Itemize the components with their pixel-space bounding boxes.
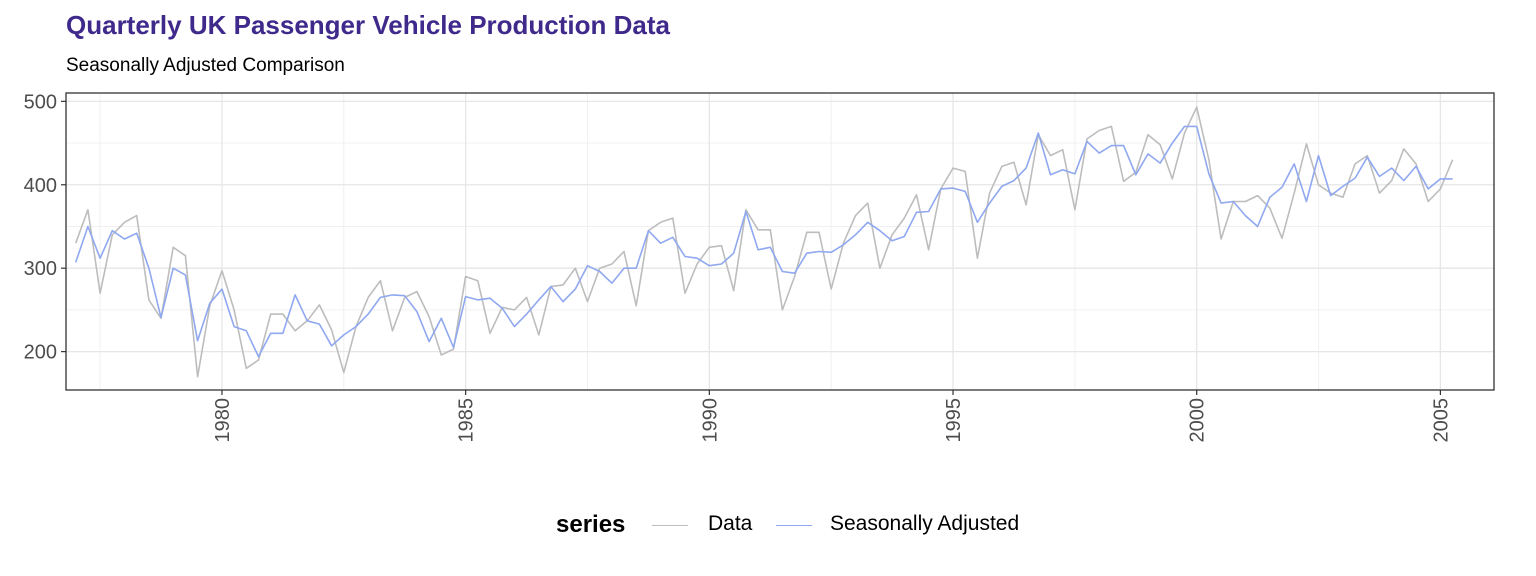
chart-subtitle: Seasonally Adjusted Comparison (66, 55, 345, 76)
y-tick-label: 300 (24, 258, 57, 280)
x-tick-label: 1985 (456, 398, 478, 443)
legend-key-data (652, 525, 688, 526)
panel-border (65, 92, 1495, 391)
y-tick-label: 500 (24, 91, 57, 113)
x-tick-label: 2005 (1430, 398, 1452, 443)
x-tick-label: 1995 (943, 398, 965, 443)
series-line-data (74, 106, 1454, 378)
y-tick-label: 200 (24, 342, 57, 364)
series-line-seasonally-adjusted (74, 125, 1453, 358)
x-tick-label: 2000 (1187, 398, 1209, 443)
legend: series Data Seasonally Adjusted (0, 505, 1536, 545)
x-tick-label: 1980 (212, 398, 234, 443)
y-tick-label: 400 (24, 175, 57, 197)
x-tick-label: 1990 (699, 398, 721, 443)
legend-label-seasonally-adjusted: Seasonally Adjusted (830, 512, 1020, 535)
legend-key-seasonally-adjusted (776, 525, 812, 526)
legend-label-data: Data (708, 512, 753, 535)
axis-layer: 200 300 400 500 1980 1985 1990 1995 2000 2005 (24, 91, 1453, 442)
plot-area: 200 300 400 500 1980 1985 1990 1995 2000 2005 (24, 91, 1495, 443)
legend-title: series (556, 511, 626, 538)
grid-layer (66, 93, 1494, 390)
chart-title: Quarterly UK Passenger Vehicle Productio… (66, 10, 670, 40)
series-layer (74, 106, 1454, 378)
